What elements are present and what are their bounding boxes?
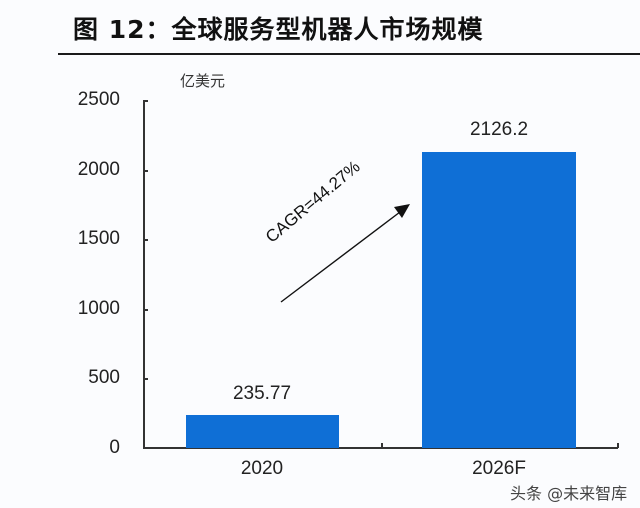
x-tick-mark — [381, 443, 383, 448]
chart-title: 图 12：全球服务型机器人市场规模 — [73, 15, 484, 44]
x-label-2026f: 2026F — [472, 458, 526, 479]
y-tick-0: 0 — [109, 437, 120, 458]
y-tick-mark — [143, 100, 148, 102]
bar-2026f — [422, 152, 576, 448]
bar-label-2026f: 2126.2 — [469, 119, 529, 140]
x-axis-line — [143, 447, 618, 449]
y-tick-500: 500 — [88, 367, 120, 388]
y-axis-unit: 亿美元 — [180, 72, 226, 90]
bar-2020 — [186, 415, 339, 448]
y-axis-line — [143, 100, 145, 448]
y-tick-2000: 2000 — [77, 159, 120, 180]
x-tick-mark — [617, 443, 619, 448]
watermark: 头条 @未来智库 — [510, 484, 628, 503]
y-tick-1000: 1000 — [77, 298, 120, 319]
title-divider — [58, 53, 640, 55]
x-label-2020: 2020 — [240, 458, 284, 479]
y-tick-1500: 1500 — [77, 228, 120, 249]
bar-label-2020: 235.77 — [232, 383, 292, 404]
y-tick-2500: 2500 — [77, 89, 120, 110]
y-tick-mark — [143, 378, 148, 380]
y-tick-mark — [143, 309, 148, 311]
y-tick-mark — [143, 170, 148, 172]
y-tick-mark — [143, 239, 148, 241]
